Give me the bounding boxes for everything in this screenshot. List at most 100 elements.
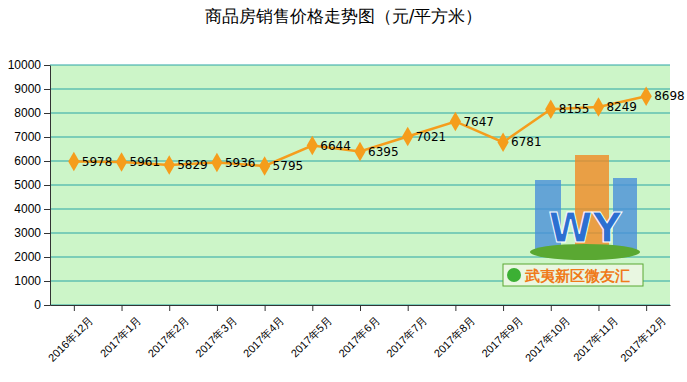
y-tick: 4000 [14,202,50,216]
y-tick: 6000 [14,154,50,168]
x-tick-label: 2017年3月 [193,314,239,360]
watermark: WY 武夷新区微友汇 [503,155,643,286]
y-tick-label: 10000 [8,58,42,72]
x-tick: 2017年10月 [523,305,573,364]
x-tick-label: 2017年5月 [288,314,334,360]
grid-line [50,136,670,137]
marker [641,86,652,106]
series [68,86,652,175]
y-tick-label: 7000 [14,130,41,144]
y-tick: 0 [34,298,50,312]
x-tick-mark [312,305,313,311]
x-tick: 2017年12月 [618,305,668,364]
x-tick-label: 2017年10月 [523,314,573,364]
brand-icon [507,268,521,282]
brand-text: 武夷新区微友汇 [524,267,630,285]
x-tick-mark [265,305,266,311]
y-tick-label: 3000 [14,226,41,240]
y-tick-label: 8000 [14,106,41,120]
grid [50,65,670,305]
y-tick-mark [44,257,50,258]
data-label: 8698 [654,89,685,103]
marker [307,136,318,156]
y-tick-mark [44,89,50,90]
x-axis: 2016年12月2017年1月2017年2月2017年3月2017年4月2017… [46,305,671,364]
x-tick: 2017年7月 [384,305,430,359]
y-tick-label: 9000 [14,82,41,96]
x-tick-label: 2017年11月 [571,314,620,363]
brand-box [503,264,643,286]
y-tick-mark [44,305,50,306]
y-tick: 8000 [14,106,50,120]
y-tick: 1000 [14,274,50,288]
marker [497,132,508,152]
y-tick: 2000 [14,250,50,264]
x-tick-mark [503,305,504,311]
marker [545,100,556,120]
x-tick-mark [598,305,599,311]
data-label: 7021 [416,130,447,144]
grid-line [50,64,670,65]
y-tick-label: 0 [34,298,41,312]
marker [354,142,365,162]
x-tick-label: 2017年4月 [241,314,287,360]
y-tick: 5000 [14,178,50,192]
plot: 0 1000 2000 3000 4000 5000 6000 7000 8000 9000 100… [8,58,685,363]
marker [164,155,175,175]
x-tick-label: 2017年2月 [145,314,191,360]
marker [116,152,127,172]
y-tick-mark [44,65,50,66]
y-tick-mark [44,137,50,138]
data-label: 5829 [177,158,208,172]
marker [68,152,79,172]
x-tick-label: 2017年6月 [336,314,382,360]
data-label: 8155 [559,102,590,116]
data-labels: 5978596158295936579566446395702176476781… [82,89,685,173]
y-tick-mark [44,233,50,234]
x-tick-mark [122,305,123,311]
y-tick: 9000 [14,82,50,96]
x-tick-label: 2017年8月 [432,314,478,360]
y-tick-mark [44,161,50,162]
y-tick: 3000 [14,226,50,240]
marker [593,97,604,117]
data-label: 5795 [273,159,304,173]
y-axis-line [50,66,51,306]
x-tick: 2017年5月 [288,305,334,359]
grid-line [50,88,670,89]
y-tick-label: 5000 [14,178,41,192]
x-tick-label: 2016年12月 [46,314,96,364]
marker [211,153,222,173]
x-tick: 2017年3月 [193,305,239,359]
y-tick-mark [44,113,50,114]
data-label: 6781 [511,135,542,149]
x-tick-mark [217,305,218,311]
x-tick: 2017年1月 [98,305,144,359]
y-tick-label: 1000 [14,274,41,288]
y-tick-mark [44,185,50,186]
marker [450,112,461,132]
y-tick: 10000 [8,58,50,72]
data-label: 5978 [82,155,113,169]
logo-text: WY [548,205,622,251]
chart: 商品房销售价格走势图（元/平方米） 0 1000 2000 3000 4000 5000 60… [0,0,687,382]
x-tick-label: 2017年9月 [479,314,525,360]
x-tick-mark [455,305,456,311]
x-tick: 2017年9月 [479,305,525,359]
plot-background [50,65,670,305]
x-tick-label: 2017年12月 [618,314,668,364]
data-label: 7647 [463,115,494,129]
x-tick: 2016年12月 [46,305,96,364]
marker [259,156,270,176]
y-tick-label: 6000 [14,154,41,168]
x-tick-mark [360,305,361,311]
x-tick-mark [169,305,170,311]
data-label: 6395 [368,145,399,159]
x-tick-mark [408,305,409,311]
x-tick: 2017年11月 [571,305,620,363]
y-tick-label: 2000 [14,250,41,264]
x-tick: 2017年2月 [145,305,191,359]
y-axis: 0 1000 2000 3000 4000 5000 6000 7000 8000 9000 100… [8,58,51,312]
title: 商品房销售价格走势图（元/平方米） [205,6,483,26]
x-tick: 2017年8月 [432,305,478,359]
